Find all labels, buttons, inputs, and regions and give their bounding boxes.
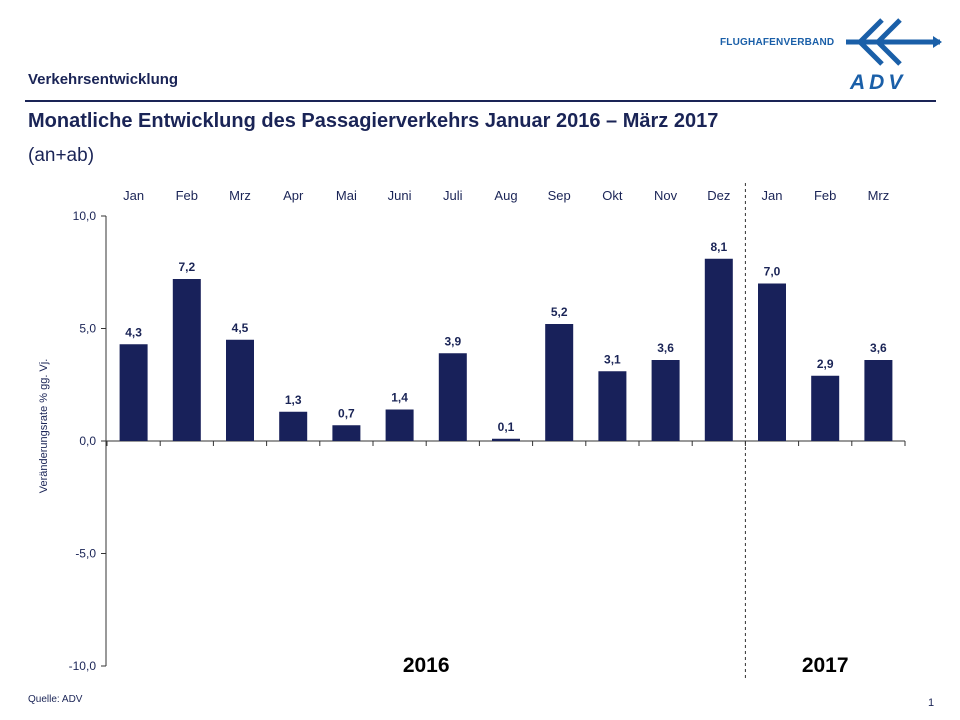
month-label: Jan <box>762 188 783 203</box>
bar <box>119 344 148 441</box>
month-label: Nov <box>654 188 678 203</box>
bar <box>545 324 574 441</box>
month-label: Feb <box>176 188 198 203</box>
bar <box>438 353 467 441</box>
bar <box>811 375 840 441</box>
logo-brand-text: FLUGHAFENVERBAND <box>720 37 835 48</box>
bar <box>172 279 201 441</box>
airplane-arrows-icon <box>846 18 942 66</box>
bar <box>332 425 361 441</box>
month-label: Mai <box>336 188 357 203</box>
bar-value-label: 0,1 <box>498 420 515 434</box>
month-label: Dez <box>707 188 730 203</box>
bar-value-label: 3,6 <box>657 341 674 355</box>
y-tick-label: 0,0 <box>79 434 96 448</box>
year-label: 2017 <box>802 654 849 677</box>
bar <box>598 371 627 441</box>
header-divider <box>25 100 936 102</box>
source-note: Quelle: ADV <box>28 694 83 705</box>
bar-value-label: 7,0 <box>764 265 781 279</box>
month-label: Mrz <box>229 188 251 203</box>
month-label: Okt <box>602 188 623 203</box>
bar-value-label: 1,3 <box>285 393 302 407</box>
month-label: Juni <box>388 188 412 203</box>
logo-name-text: ADV <box>850 71 907 94</box>
section-title: Verkehrsentwicklung <box>28 71 179 88</box>
bar <box>864 360 893 441</box>
y-tick-label: -5,0 <box>75 547 96 561</box>
adv-logo: FLUGHAFENVERBAND ADV <box>720 14 945 94</box>
bar <box>704 258 733 441</box>
month-label: Mrz <box>868 188 890 203</box>
y-tick-label: 10,0 <box>73 209 97 223</box>
bar-chart: 10,0 5,0 0,0 -5,0 -10,0 Veränderungsrate % gg… <box>38 183 906 680</box>
bar <box>226 339 254 441</box>
bar <box>279 411 308 441</box>
page-subtitle: (an+ab) <box>28 145 95 166</box>
bar-value-label: 4,3 <box>125 325 142 339</box>
y-axis-title: Veränderungsrate % gg. Vj. <box>38 359 50 494</box>
bar <box>492 438 520 441</box>
month-label: Aug <box>494 188 517 203</box>
bar <box>385 409 414 441</box>
bar-value-label: 0,7 <box>338 406 355 420</box>
bar-value-label: 3,1 <box>604 352 621 366</box>
y-tick-label: -10,0 <box>69 659 97 673</box>
bar-value-label: 8,1 <box>710 240 727 254</box>
month-label: Juli <box>443 188 463 203</box>
month-label: Feb <box>814 188 836 203</box>
bar <box>758 283 786 441</box>
bar <box>651 360 680 441</box>
bar-value-label: 3,9 <box>444 334 461 348</box>
bar-value-label: 5,2 <box>551 305 568 319</box>
bar-value-label: 4,5 <box>232 321 249 335</box>
page-number: 1 <box>928 697 935 709</box>
page-title: Monatliche Entwicklung des Passagierverk… <box>28 110 719 132</box>
month-label: Apr <box>283 188 304 203</box>
bar-value-label: 7,2 <box>178 260 195 274</box>
month-label: Sep <box>548 188 571 203</box>
bar-value-label: 3,6 <box>870 341 887 355</box>
y-tick-label: 5,0 <box>79 322 96 336</box>
bar-value-label: 2,9 <box>817 357 834 371</box>
bar-value-label: 1,4 <box>391 391 408 405</box>
month-label: Jan <box>123 188 144 203</box>
year-label: 2016 <box>403 654 450 677</box>
chart-container: 10,0 5,0 0,0 -5,0 -10,0 Veränderungsrate % gg… <box>0 175 960 690</box>
